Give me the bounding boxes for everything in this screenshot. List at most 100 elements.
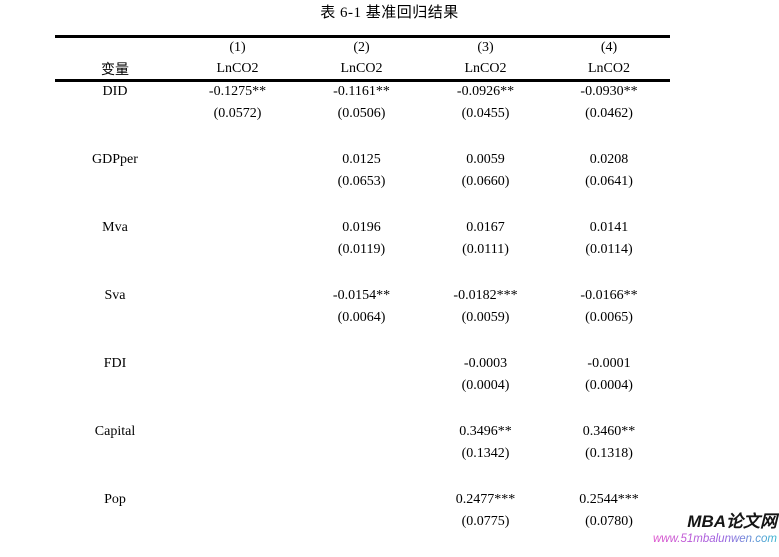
std-error-row: (0.0119) (0.0111) (0.0114) <box>55 239 670 261</box>
spacer-row <box>55 533 670 557</box>
variable-label: Sva <box>104 287 126 303</box>
std-error-cell: (0.0065) <box>585 309 633 325</box>
coefficient-cell: 0.2477*** <box>455 491 516 507</box>
watermark-site-url: www.51mbalunwen.com <box>652 533 777 545</box>
coefficient-cell: -0.1161** <box>333 84 390 100</box>
std-error-cell: (0.0119) <box>337 241 386 257</box>
regression-table: (1) (2) (3) (4) 变量 LnCO2 LnCO2 LnCO2 LnC… <box>55 35 670 557</box>
std-error-cell: (0.0004) <box>461 377 510 393</box>
empty-header-cell <box>55 37 175 59</box>
variable-label: GDPper <box>92 151 138 167</box>
std-error-row: (0.0775) (0.0780) <box>55 511 670 533</box>
coefficient-row: Mva 0.0196 0.0167 0.0141 <box>55 217 670 239</box>
table-body: DID -0.1275** -0.1161** -0.0926** -0.0930** (… <box>55 81 670 557</box>
spacer-cell <box>55 261 670 285</box>
coefficient-cell <box>175 421 300 443</box>
spacer-row <box>55 329 670 353</box>
spacer-row <box>55 397 670 421</box>
std-error-cell <box>175 375 300 397</box>
std-error-cell: (0.0059) <box>461 309 510 325</box>
coefficient-row: Sva -0.0154** -0.0182*** -0.0166** <box>55 285 670 307</box>
std-error-cell <box>175 239 300 261</box>
empty-cell <box>55 443 175 465</box>
spacer-cell <box>55 125 670 149</box>
empty-cell <box>55 239 175 261</box>
std-error-row: (0.0572) (0.0506) (0.0455) (0.0462) <box>55 103 670 125</box>
variable-label: DID <box>102 84 128 100</box>
coefficient-cell <box>175 149 300 171</box>
spacer-cell <box>55 397 670 421</box>
spacer-row <box>55 465 670 489</box>
dep-var-header-1: LnCO2 <box>175 58 300 82</box>
spacer-cell <box>55 465 670 489</box>
coefficient-cell <box>300 421 423 443</box>
std-error-cell: (0.0641) <box>585 173 633 189</box>
std-error-cell: (0.0780) <box>585 513 633 529</box>
coefficient-cell: 0.0125 <box>342 151 381 167</box>
coefficient-cell: 0.0141 <box>589 219 629 235</box>
watermark: MBA论文网 www.51mbalunwen.com <box>653 512 777 546</box>
std-error-cell: (0.0111) <box>462 241 509 257</box>
std-error-cell: (0.0572) <box>213 105 262 121</box>
std-error-cell: (0.0775) <box>461 513 510 529</box>
variable-label: Mva <box>102 219 128 235</box>
table-title: 表 6-1 基准回归结果 <box>320 5 459 21</box>
coefficient-cell <box>175 353 300 375</box>
std-error-cell <box>300 375 423 397</box>
empty-cell <box>55 307 175 329</box>
coefficient-row: Pop 0.2477*** 0.2544*** <box>55 489 670 511</box>
coefficient-cell <box>300 489 423 511</box>
std-error-cell: (0.1318) <box>585 445 633 461</box>
coefficient-row: FDI -0.0003 -0.0001 <box>55 353 670 375</box>
coefficient-cell: 0.2544*** <box>579 491 639 507</box>
empty-cell <box>55 171 175 193</box>
std-error-row: (0.0653) (0.0660) (0.0641) <box>55 171 670 193</box>
std-error-cell: (0.0004) <box>585 377 633 393</box>
table-header: (1) (2) (3) (4) 变量 LnCO2 LnCO2 LnCO2 LnC… <box>55 37 670 82</box>
empty-cell <box>55 103 175 125</box>
model-number-3: (3) <box>477 40 494 56</box>
empty-cell <box>55 375 175 397</box>
coefficient-cell: -0.0930** <box>580 84 638 100</box>
coefficient-cell: 0.3496** <box>459 423 512 439</box>
std-error-cell: (0.0653) <box>337 173 386 189</box>
std-error-row: (0.1342) (0.1318) <box>55 443 670 465</box>
dep-var-header-2: LnCO2 <box>300 58 423 82</box>
std-error-cell: (0.0506) <box>337 105 386 121</box>
variable-label: FDI <box>103 355 127 371</box>
std-error-cell: (0.0114) <box>585 241 633 257</box>
coefficient-cell: -0.0154** <box>332 287 391 303</box>
coefficient-row: DID -0.1275** -0.1161** -0.0926** -0.0930** <box>55 81 670 103</box>
coefficient-cell: -0.0001 <box>587 355 631 371</box>
std-error-cell <box>175 511 300 533</box>
coefficient-cell <box>175 285 300 307</box>
std-error-cell <box>175 171 300 193</box>
coefficient-cell: -0.0926** <box>456 84 515 100</box>
std-error-row: (0.0064) (0.0059) (0.0065) <box>55 307 670 329</box>
dep-var-header-4: LnCO2 <box>548 58 670 82</box>
model-number-4: (4) <box>600 40 618 56</box>
std-error-cell <box>175 307 300 329</box>
spacer-cell <box>55 533 670 557</box>
coefficient-row: GDPper 0.0125 0.0059 0.0208 <box>55 149 670 171</box>
variable-column-header: 变量 <box>55 58 175 82</box>
spacer-cell <box>55 329 670 353</box>
spacer-row <box>55 261 670 285</box>
coefficient-cell: 0.0059 <box>466 151 505 167</box>
coefficient-cell <box>175 489 300 511</box>
std-error-cell: (0.1342) <box>461 445 510 461</box>
coefficient-cell: -0.0166** <box>580 287 638 303</box>
std-error-row: (0.0004) (0.0004) <box>55 375 670 397</box>
spacer-row <box>55 193 670 217</box>
coefficient-cell: -0.0182*** <box>453 287 518 303</box>
empty-cell <box>55 511 175 533</box>
std-error-cell <box>175 443 300 465</box>
model-number-2: (2) <box>353 40 370 56</box>
variable-label: Pop <box>104 491 126 507</box>
std-error-cell <box>300 511 423 533</box>
coefficient-cell: -0.0003 <box>463 355 508 371</box>
coefficient-cell: -0.1275** <box>208 84 267 100</box>
coefficient-cell <box>175 217 300 239</box>
model-number-1: (1) <box>229 40 246 56</box>
coefficient-cell <box>300 353 423 375</box>
